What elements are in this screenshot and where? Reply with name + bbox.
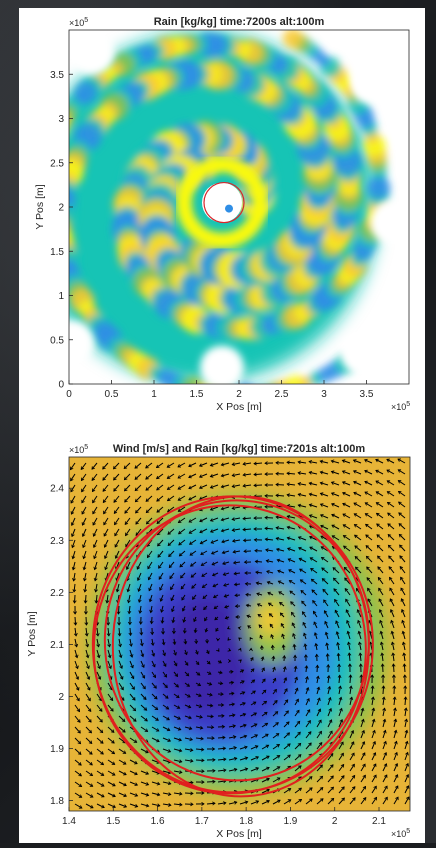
chart1-y-tick-label: 1 xyxy=(58,291,64,302)
rain-band-cell xyxy=(53,215,71,233)
chart1-y-axis-label: Y Pos [m] xyxy=(34,184,46,229)
chart1-x-tick-label: 0.5 xyxy=(105,389,119,400)
chart2-x-tick-label: 1.5 xyxy=(106,816,120,827)
eye-cell xyxy=(225,205,233,213)
chart2-y-tick-label: 2.4 xyxy=(50,484,64,495)
rain-gap xyxy=(370,201,414,245)
rain-gap xyxy=(200,346,244,390)
rain-band-cell xyxy=(257,385,272,400)
chart1-x-tick-label: 0 xyxy=(66,389,72,400)
chart1-x-tick-label: 1 xyxy=(151,389,157,400)
rain-band-cell xyxy=(46,132,59,145)
rain-band-cell xyxy=(41,140,56,155)
rain-band-cell xyxy=(205,383,221,399)
chart2-x-tick-label: 2 xyxy=(332,816,338,827)
chart2-x-tick-label: 1.7 xyxy=(195,816,209,827)
chart-rain: Rain [kg/kg] time:7200s alt:100m 0 0.5 1 1.… xyxy=(22,16,414,413)
chart2-x-axis-label: X Pos [m] xyxy=(216,828,262,840)
figure-svg: Rain [kg/kg] time:7200s alt:100m 0 0.5 1 1.… xyxy=(19,8,425,843)
chart1-y-tick-label: 0.5 xyxy=(50,335,64,346)
rain-gap xyxy=(70,31,114,75)
chart2-x-exponent: ×105 xyxy=(391,828,410,839)
rain-band-cell xyxy=(32,157,51,176)
chart2-y-axis-label: Y Pos [m] xyxy=(26,611,38,656)
rain-gap xyxy=(350,61,394,105)
rain-band-cell xyxy=(28,165,49,186)
chart2-y-tick-label: 2 xyxy=(58,692,64,703)
figure: Rain [kg/kg] time:7200s alt:100m 0 0.5 1 1.… xyxy=(19,8,425,843)
chart1-x-tick-label: 1.5 xyxy=(190,389,204,400)
chart2-y-exponent: ×105 xyxy=(69,444,88,455)
chart1-y-tick-label: 3 xyxy=(58,114,64,125)
chart1-y-tick-label: 2 xyxy=(58,203,64,214)
chart1-x-exponent: ×105 xyxy=(391,401,410,412)
chart2-x-tick-label: 1.9 xyxy=(283,816,297,827)
chart2-y-tick-label: 1.8 xyxy=(50,796,64,807)
chart2-title: Wind [m/s] and Rain [kg/kg] time:7201s a… xyxy=(113,443,366,455)
chart1-y-tick-label: 2.5 xyxy=(50,158,64,169)
rain-band-cell xyxy=(46,119,68,141)
chart2-y-tick-label: 2.1 xyxy=(50,640,64,651)
chart2-y-tick-label: 2.2 xyxy=(50,588,64,599)
chart1-x-tick-label: 3.5 xyxy=(360,389,374,400)
chart1-y-tick-label: 1.5 xyxy=(50,247,64,258)
chart1-x-tick-label: 2.5 xyxy=(275,389,289,400)
chart1-y-tick-label: 3.5 xyxy=(50,70,64,81)
chart2-x-tick-label: 1.6 xyxy=(151,816,165,827)
rain-band-cell xyxy=(248,386,261,399)
chart1-rain-field xyxy=(22,28,414,404)
chart1-y-exponent: ×105 xyxy=(69,17,88,28)
eye xyxy=(202,183,242,223)
chart2-x-tick-label: 2.1 xyxy=(372,816,386,827)
chart2-y-tick-label: 1.9 xyxy=(50,744,64,755)
rain-band-cell xyxy=(215,384,233,402)
rain-gap xyxy=(340,331,384,375)
chart1-x-tick-label: 3 xyxy=(321,389,327,400)
chart1-title: Rain [kg/kg] time:7200s alt:100m xyxy=(154,16,325,28)
chart2-x-tick-label: 1.8 xyxy=(239,816,253,827)
chart2-y-tick-label: 2.3 xyxy=(50,536,64,547)
chart1-x-tick-label: 2 xyxy=(236,389,242,400)
rain-cell-yellow xyxy=(257,601,285,637)
chart2-x-tick-label: 1.4 xyxy=(62,816,76,827)
chart1-x-axis-label: X Pos [m] xyxy=(216,401,262,413)
chart1-y-tick-label: 0 xyxy=(58,380,64,391)
rain-band-cell xyxy=(283,28,303,48)
chart-wind-rain: Wind [m/s] and Rain [kg/kg] time:7201s a… xyxy=(26,443,410,840)
